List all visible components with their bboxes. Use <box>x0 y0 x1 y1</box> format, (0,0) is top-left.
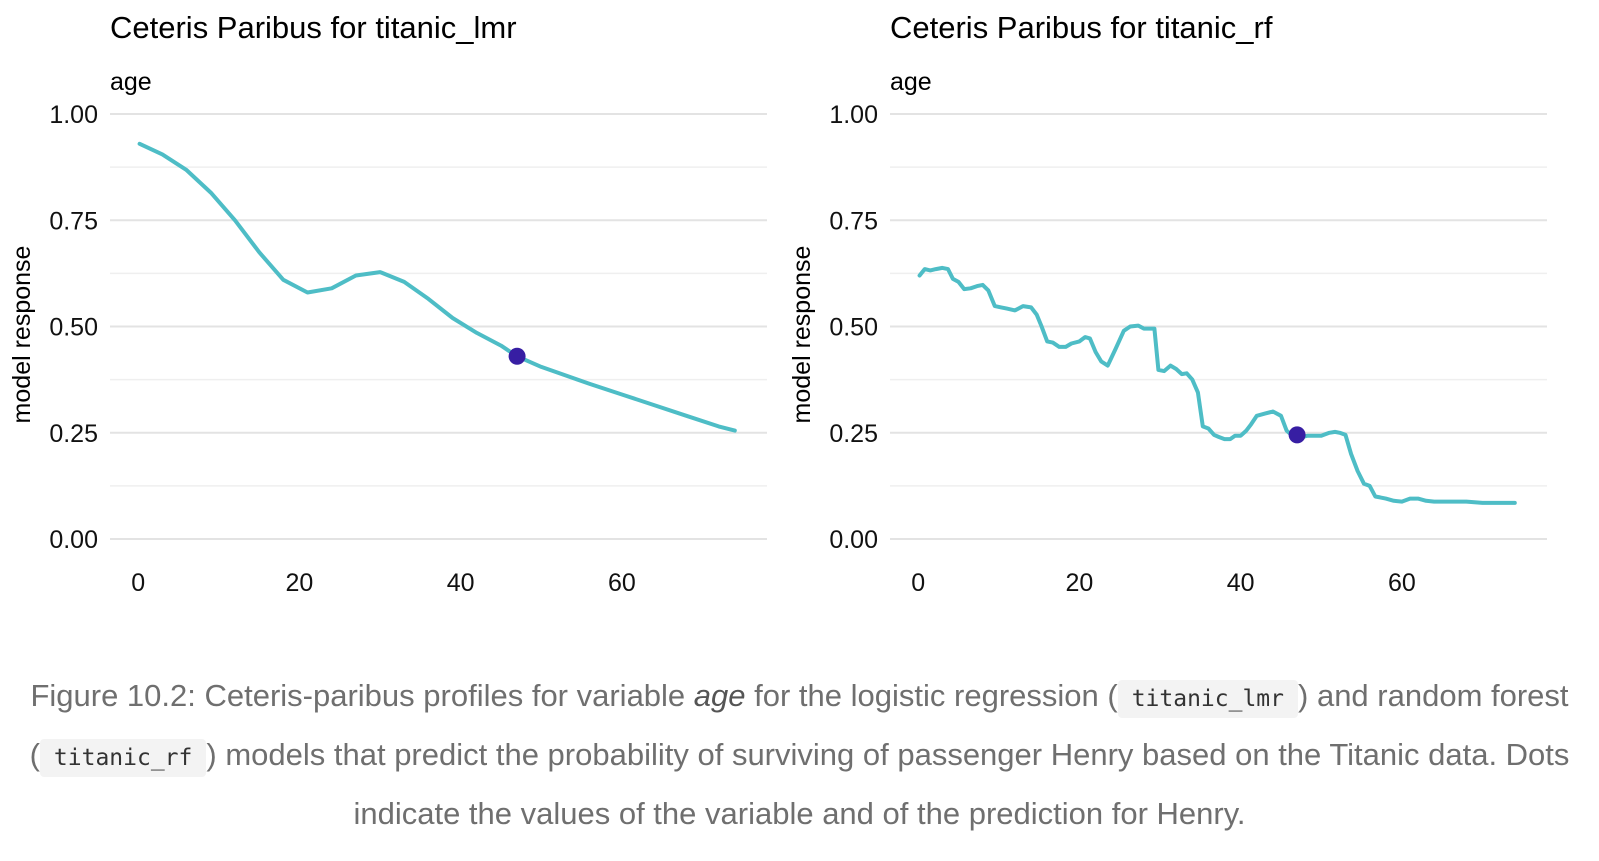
chart-title: Ceteris Paribus for titanic_rf <box>890 10 1273 45</box>
y-axis-label: model response <box>8 246 36 424</box>
chart-subtitle: age <box>110 68 152 96</box>
observation-point <box>508 347 526 365</box>
observation-point <box>1288 426 1306 444</box>
x-tick-label: 20 <box>286 569 314 597</box>
y-tick-label: 0.00 <box>829 526 878 554</box>
caption-text-3: ) and random forest ( <box>29 678 1569 772</box>
x-tick-label: 40 <box>1227 569 1255 597</box>
x-tick-label: 0 <box>131 569 145 597</box>
y-tick-label: 0.25 <box>49 420 98 448</box>
caption-code-lmr: titanic_lmr <box>1117 680 1299 718</box>
x-tick-label: 0 <box>911 569 925 597</box>
x-tick-label: 40 <box>447 569 475 597</box>
y-tick-label: 1.00 <box>829 101 878 129</box>
x-tick-label: 60 <box>1388 569 1416 597</box>
chart-title: Ceteris Paribus for titanic_lmr <box>110 10 517 45</box>
x-tick-label: 20 <box>1066 569 1094 597</box>
caption-text-1: Figure 10.2: Ceteris-paribus profiles fo… <box>30 678 694 713</box>
profile-line <box>917 265 1517 505</box>
y-tick-label: 0.50 <box>49 314 98 342</box>
y-axis-label: model response <box>788 246 816 424</box>
caption-text-2: for the logistic regression ( <box>745 678 1118 713</box>
y-tick-label: 0.00 <box>49 526 98 554</box>
y-tick-label: 0.75 <box>829 207 878 235</box>
chart-subtitle: age <box>890 68 932 96</box>
y-tick-label: 0.75 <box>49 207 98 235</box>
caption-text-4: ) models that predict the probability of… <box>206 737 1570 831</box>
y-tick-label: 1.00 <box>49 101 98 129</box>
caption-code-rf: titanic_rf <box>39 739 207 777</box>
profile-line <box>137 141 737 433</box>
x-tick-label: 60 <box>608 569 636 597</box>
caption-variable: age <box>693 678 746 713</box>
figure-caption: Figure 10.2: Ceteris-paribus profiles fo… <box>0 668 1599 841</box>
y-tick-label: 0.25 <box>829 420 878 448</box>
y-tick-label: 0.50 <box>829 314 878 342</box>
